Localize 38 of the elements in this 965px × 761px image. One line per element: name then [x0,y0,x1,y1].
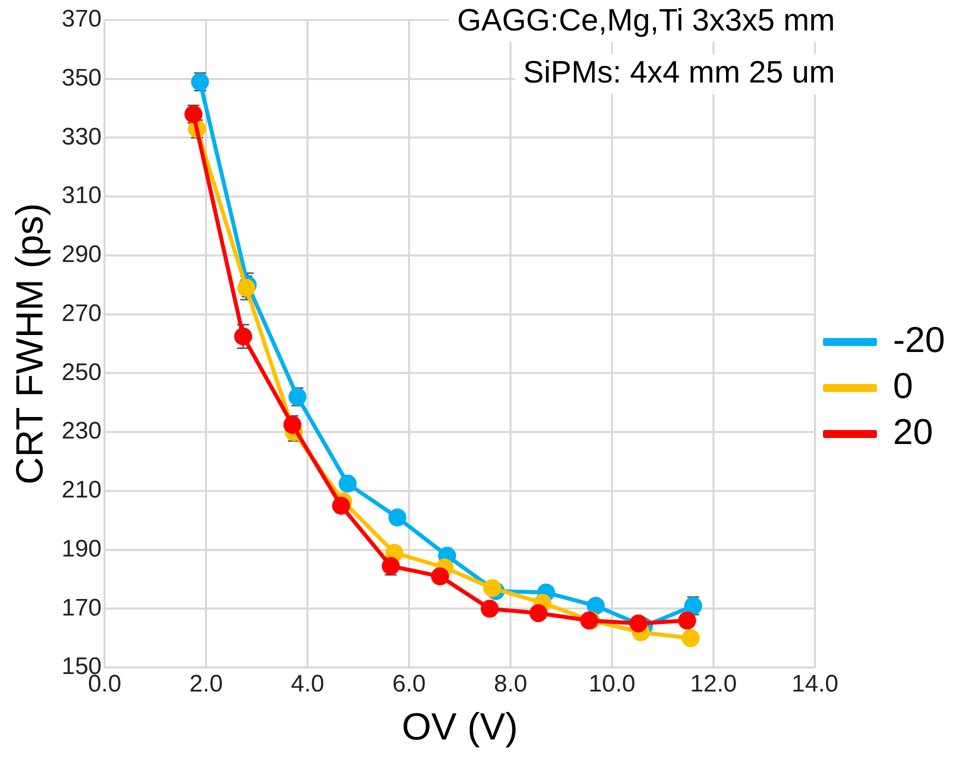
point [483,579,502,598]
y-tick-label: 190 [62,535,102,562]
legend-label: -20 [892,318,945,360]
y-tick-label: 330 [62,123,102,150]
y-tick-label: 270 [62,300,102,327]
x-tick-label: 8.0 [494,670,528,698]
point [678,612,696,630]
x-tick-label: 12.0 [690,670,737,698]
legend-label: 0 [892,364,913,406]
y-tick-label: 310 [62,182,102,210]
point [480,600,499,618]
point [682,629,700,648]
y-tick-label: 170 [62,594,102,622]
x-tick-label: 14.0 [792,670,838,698]
point [529,604,548,622]
point [586,596,605,615]
point [332,496,350,515]
x-axis-title: OV (V) [402,706,518,749]
y-tick-label: 290 [62,241,102,268]
x-tick-label: 6.0 [392,670,426,698]
point [234,327,252,346]
point [431,567,450,586]
y-tick-label: 210 [62,476,102,504]
y-tick-label: 350 [62,64,102,92]
y-axis-title: CRT FWHM (ps) [9,203,52,485]
y-tick-label: 250 [62,358,102,386]
annotation: GAGG:Ce,Mg,Ti 3x3x5 mm [457,2,835,38]
point [629,614,648,632]
point [338,474,357,493]
annotation: SiPMs: 4x4 mm 25 um [523,54,835,90]
legend-label: 20 [892,410,934,452]
x-tick-label: 10.0 [588,670,636,698]
x-tick-label: 4.0 [290,670,324,698]
y-tick-label: 370 [62,6,102,33]
point [237,278,256,297]
point [388,508,406,526]
y-tick-label: 230 [62,418,102,445]
x-tick-label: 2.0 [189,670,223,698]
